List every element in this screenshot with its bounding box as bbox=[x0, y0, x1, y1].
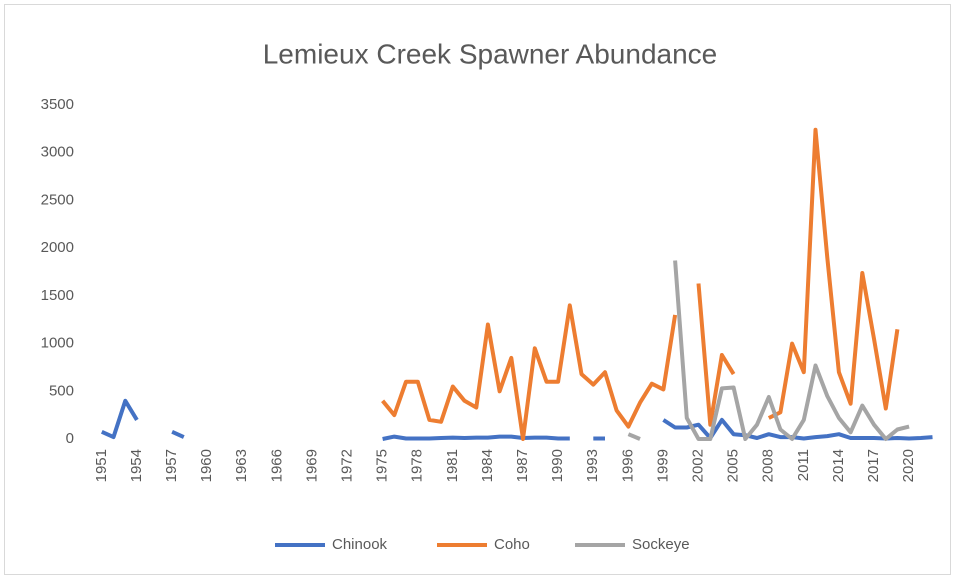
y-tick-label: 1500 bbox=[41, 287, 74, 304]
legend-label: Chinook bbox=[332, 536, 388, 553]
x-tick-label: 1981 bbox=[444, 449, 461, 482]
y-tick-label: 1000 bbox=[41, 335, 74, 352]
x-tick-label: 2014 bbox=[830, 449, 847, 482]
x-tick-label: 1972 bbox=[339, 449, 356, 482]
x-tick-label: 1999 bbox=[654, 449, 671, 482]
x-tick-label: 1951 bbox=[93, 449, 110, 482]
x-tick-label: 1987 bbox=[514, 449, 531, 482]
x-tick-label: 2002 bbox=[690, 449, 707, 482]
y-tick-label: 2500 bbox=[41, 191, 74, 208]
x-tick-label: 1966 bbox=[268, 449, 285, 482]
x-tick-label: 1960 bbox=[198, 449, 215, 482]
x-tick-label: 2017 bbox=[865, 449, 882, 482]
y-tick-label: 2000 bbox=[41, 239, 74, 256]
y-tick-label: 500 bbox=[49, 382, 74, 399]
x-tick-label: 1954 bbox=[128, 449, 145, 482]
y-tick-label: 3500 bbox=[41, 96, 74, 113]
line-series bbox=[381, 127, 900, 441]
legend-label: Coho bbox=[494, 536, 530, 553]
chart-title: Lemieux Creek Spawner Abundance bbox=[263, 38, 718, 69]
x-tick-label: 2020 bbox=[900, 449, 917, 482]
x-tick-label: 1996 bbox=[619, 449, 636, 482]
x-tick-label: 1978 bbox=[409, 449, 426, 482]
x-tick-label: 1957 bbox=[163, 449, 180, 482]
x-tick-label: 1975 bbox=[374, 449, 391, 482]
x-tick-label: 1963 bbox=[233, 449, 250, 482]
x-tick-label: 1984 bbox=[479, 449, 496, 482]
x-tick-label: 2005 bbox=[725, 449, 742, 482]
x-tick-label: 1993 bbox=[584, 449, 601, 482]
x-tick-label: 1990 bbox=[549, 449, 566, 482]
line-series bbox=[100, 398, 933, 441]
x-tick-label: 2011 bbox=[795, 449, 812, 481]
y-tick-label: 3000 bbox=[41, 144, 74, 161]
x-tick-label: 2008 bbox=[760, 449, 777, 482]
x-tick-label: 1969 bbox=[303, 449, 320, 482]
chart-border bbox=[4, 4, 951, 575]
line-series bbox=[627, 260, 910, 441]
legend-label: Sockeye bbox=[632, 536, 690, 553]
y-tick-label: 0 bbox=[66, 430, 74, 447]
